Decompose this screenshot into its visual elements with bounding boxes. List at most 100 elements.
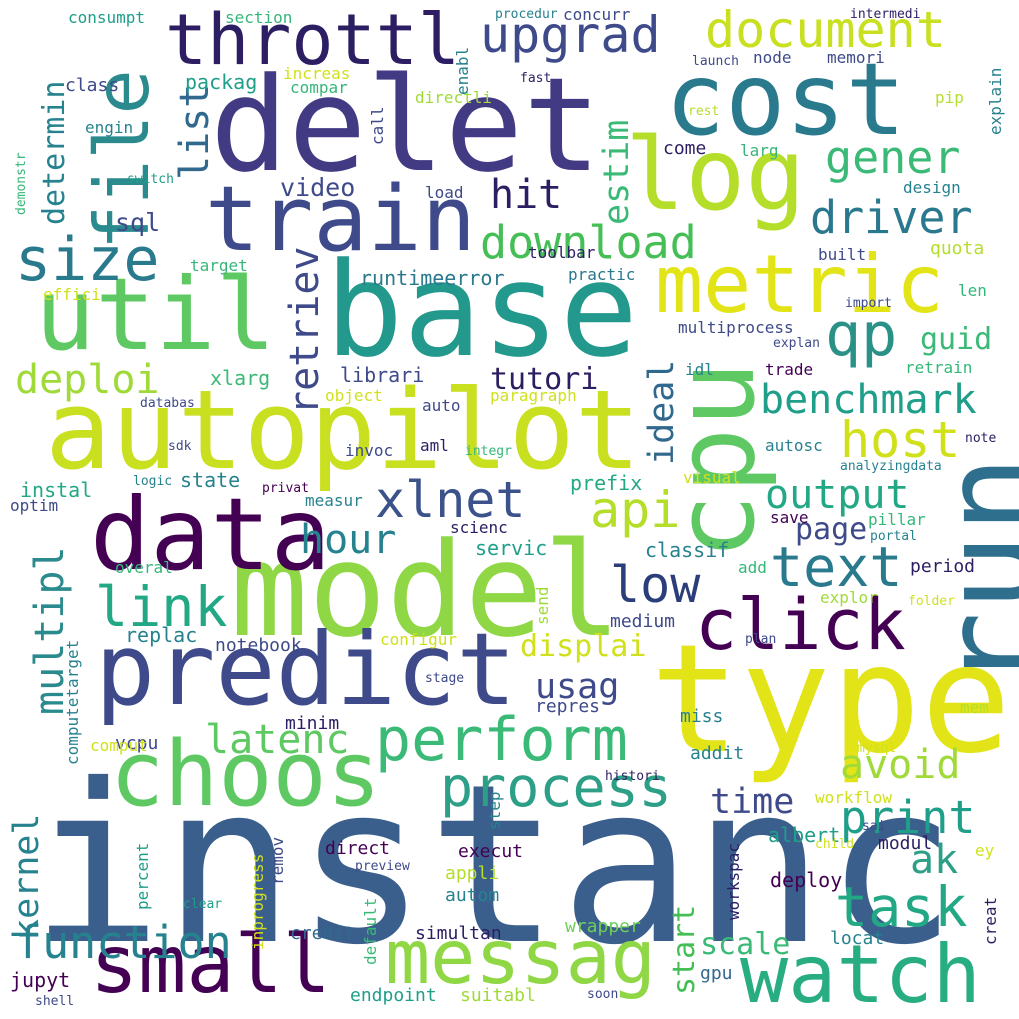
word: target <box>190 256 248 275</box>
word: toolbar <box>528 243 596 262</box>
word: save <box>770 508 809 527</box>
word: host <box>840 411 961 469</box>
word: auto <box>422 396 461 415</box>
word: effici <box>43 285 101 304</box>
word: util <box>35 256 276 373</box>
word: overal <box>115 558 173 577</box>
word: configur <box>380 630 458 649</box>
word: paragraph <box>490 386 577 405</box>
word: add <box>738 558 767 577</box>
word: remov <box>268 836 287 885</box>
word: low <box>610 556 701 614</box>
word: guid <box>920 322 993 357</box>
word: invoc <box>345 441 394 460</box>
word: analyzingdata <box>840 459 942 474</box>
word: ey <box>975 841 995 860</box>
word: delet <box>210 49 602 201</box>
word: measur <box>305 491 363 510</box>
word: qp <box>825 300 898 370</box>
word: deploi <box>15 357 160 403</box>
word: hit <box>490 172 563 218</box>
word: step <box>485 791 504 830</box>
word: estim <box>597 119 637 225</box>
word: function <box>15 916 232 969</box>
word: class <box>65 75 120 96</box>
word: quota <box>930 238 985 259</box>
word: call <box>368 106 387 145</box>
word: mysql <box>857 741 897 756</box>
word: throttl <box>165 0 461 81</box>
word: optim <box>10 496 59 515</box>
word: type <box>650 613 1012 787</box>
word: list <box>172 83 218 180</box>
word: comput <box>90 736 148 755</box>
word: xlarg <box>210 366 271 390</box>
word: locat <box>830 928 885 949</box>
word: aml <box>420 436 449 455</box>
word: servic <box>475 536 548 560</box>
word: choos <box>110 722 381 827</box>
word: small <box>90 918 331 1011</box>
word: memori <box>827 48 885 67</box>
word: pillar <box>868 510 926 529</box>
word: increas <box>283 64 351 83</box>
word: databas <box>140 396 195 411</box>
word: minim <box>285 713 340 734</box>
word: visual <box>683 468 741 487</box>
word: workspac <box>724 842 743 920</box>
word: privat <box>262 481 309 496</box>
word: tutori <box>490 362 599 397</box>
word: logic <box>133 474 173 489</box>
word: instanc <box>30 737 958 993</box>
word: xlnet <box>375 471 526 529</box>
word: print <box>840 791 976 844</box>
word: upgrad <box>480 6 661 64</box>
word: retriev <box>282 246 328 415</box>
word: output <box>765 472 910 518</box>
word: time <box>710 782 795 822</box>
word: wrapper <box>565 916 641 937</box>
word: api <box>590 481 681 539</box>
word: base <box>325 234 639 386</box>
word: addit <box>690 743 745 764</box>
word: autopilot <box>45 366 642 494</box>
word: compar <box>290 78 348 97</box>
word: histori <box>605 769 660 784</box>
word: consumpt <box>68 8 146 27</box>
word: execut <box>458 841 524 862</box>
word: design <box>903 178 961 197</box>
word: portal <box>870 529 917 544</box>
word: displai <box>520 629 647 664</box>
word: direct <box>325 838 391 859</box>
word: task <box>835 875 968 939</box>
word: period <box>910 556 976 577</box>
word: retrain <box>905 358 973 377</box>
word: rest <box>688 104 720 119</box>
word: packag <box>185 70 258 94</box>
word: link <box>95 575 228 639</box>
word: data <box>90 476 331 593</box>
word: send <box>533 586 552 625</box>
word: intermedi <box>850 7 921 22</box>
word: folder <box>908 594 955 609</box>
word: model <box>230 514 622 666</box>
word: scienc <box>450 518 508 537</box>
word: size <box>15 225 160 295</box>
word: larg <box>740 141 779 160</box>
word: jupyt <box>10 968 71 992</box>
word: note <box>965 431 997 446</box>
word: shell <box>35 994 75 1009</box>
word: classif <box>645 538 730 562</box>
word: usag <box>535 667 620 707</box>
word: latenc <box>205 717 350 763</box>
word: state <box>180 468 241 492</box>
word: video <box>280 173 356 202</box>
word: workflow <box>815 788 893 807</box>
word: messag <box>385 913 656 1001</box>
word: clear <box>183 897 223 912</box>
word: preview <box>355 859 410 874</box>
word: node <box>753 48 792 67</box>
word: ak <box>910 837 959 883</box>
word: practic <box>568 265 636 284</box>
word: enabl <box>453 46 472 95</box>
